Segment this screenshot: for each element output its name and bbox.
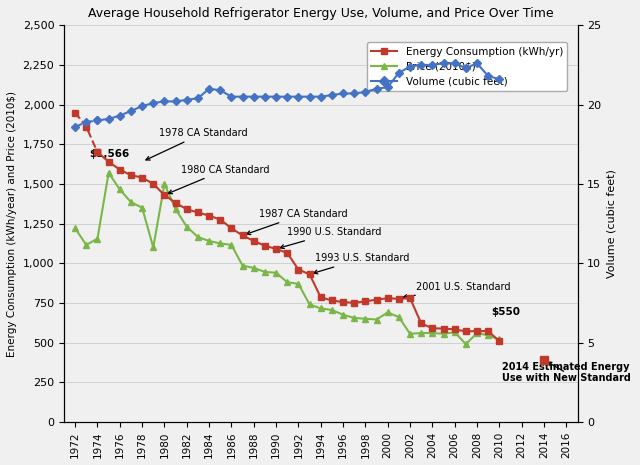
Y-axis label: Volume (cubic feet): Volume (cubic feet) <box>607 169 617 278</box>
Text: $550: $550 <box>492 307 520 318</box>
Legend: Energy Consumption (kWh/yr), Price (2010$), Volume (cubic feet): Energy Consumption (kWh/yr), Price (2010… <box>367 42 567 91</box>
Y-axis label: Energy Consumption (kWh/year) and Price (2010$): Energy Consumption (kWh/year) and Price … <box>7 91 17 357</box>
Title: Average Household Refrigerator Energy Use, Volume, and Price Over Time: Average Household Refrigerator Energy Us… <box>88 7 554 20</box>
Text: 1978 CA Standard: 1978 CA Standard <box>146 128 248 160</box>
Text: 2001 U.S. Standard: 2001 U.S. Standard <box>403 282 510 299</box>
Text: 2014 Estimated Energy
Use with New Standard: 2014 Estimated Energy Use with New Stand… <box>502 362 630 384</box>
Text: 1990 U.S. Standard: 1990 U.S. Standard <box>280 227 381 249</box>
Text: 1980 CA Standard: 1980 CA Standard <box>168 165 269 194</box>
Text: $1,566: $1,566 <box>90 149 130 159</box>
Text: 1993 U.S. Standard: 1993 U.S. Standard <box>314 253 410 274</box>
Text: 1987 CA Standard: 1987 CA Standard <box>246 209 348 235</box>
